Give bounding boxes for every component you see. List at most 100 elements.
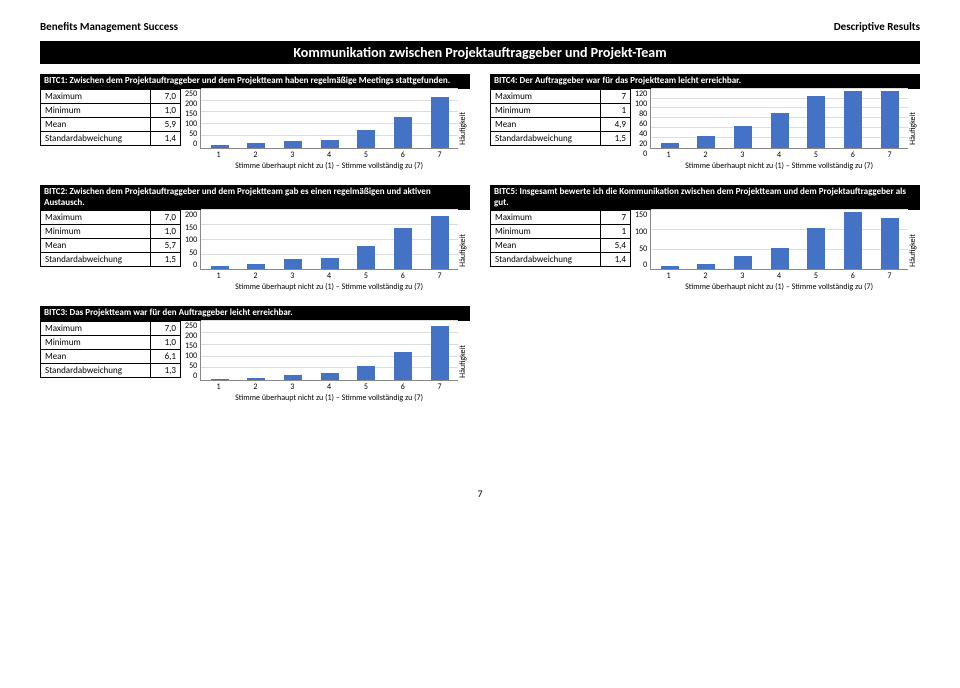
- x-title: Stimme überhaupt nicht zu (1) – Stimme v…: [200, 393, 458, 403]
- bars-row: [650, 89, 908, 149]
- x-tick: 1: [217, 271, 221, 281]
- x-tick: 1: [667, 150, 671, 160]
- y-tick: 200: [185, 99, 197, 109]
- bars-row: [200, 321, 458, 381]
- y-axis: 120100806040200: [635, 89, 650, 149]
- bar: [211, 145, 229, 147]
- bar: [394, 228, 412, 269]
- x-tick: 2: [253, 382, 257, 392]
- x-labels: 1234567: [200, 271, 458, 281]
- stat-value: 1: [601, 225, 631, 239]
- bar: [697, 136, 715, 148]
- bar: [771, 113, 789, 147]
- x-tick: 7: [888, 271, 892, 281]
- bar: [807, 96, 825, 148]
- table-row: Maximum7,0: [41, 211, 181, 225]
- bar: [807, 228, 825, 269]
- bar: [394, 352, 412, 380]
- stat-label: Minimum: [491, 103, 601, 117]
- panel-title: BITC3: Das Projektteam war für den Auftr…: [40, 306, 470, 321]
- stat-value: 1,0: [151, 103, 181, 117]
- x-tick: 5: [364, 271, 368, 281]
- x-tick: 1: [217, 150, 221, 160]
- panel-body: Maximum7,0Minimum1,0Mean6,1Standardabwei…: [40, 321, 470, 401]
- table-row: Minimum1,0: [41, 336, 181, 350]
- x-tick: 7: [438, 150, 442, 160]
- y-tick: 0: [643, 149, 647, 159]
- y-tick: 250: [185, 321, 197, 331]
- stat-label: Mean: [491, 239, 601, 253]
- chart-area: 1234567Stimme überhaupt nicht zu (1) – S…: [650, 210, 908, 290]
- x-tick: 3: [740, 271, 744, 281]
- bar: [844, 212, 862, 269]
- x-tick: 4: [327, 150, 331, 160]
- y-tick: 150: [185, 109, 197, 119]
- table-row: Standardabweichung1,5: [41, 253, 181, 267]
- table-row: Mean6,1: [41, 350, 181, 364]
- bar: [357, 246, 375, 270]
- stats-table: Maximum7Minimum1Mean5,4Standardabweichun…: [490, 210, 631, 267]
- bar: [697, 264, 715, 270]
- bar: [734, 126, 752, 148]
- table-row: Standardabweichung1,3: [41, 364, 181, 378]
- stat-label: Maximum: [41, 211, 151, 225]
- chart: 1201008060402001234567Stimme überhaupt n…: [635, 89, 920, 169]
- y-axis: 250200150100500: [185, 89, 200, 149]
- bar: [211, 266, 229, 269]
- header-right: Descriptive Results: [834, 20, 920, 33]
- panels-grid: BITC1: Zwischen dem Projektauftraggeber …: [40, 74, 920, 407]
- y-tick: 150: [635, 210, 647, 220]
- table-row: Maximum7,0: [41, 89, 181, 103]
- bar: [881, 91, 899, 148]
- bar: [394, 117, 412, 148]
- y-tick: 150: [185, 341, 197, 351]
- panel-body: Maximum7Minimum1Mean4,9Standardabweichun…: [490, 89, 920, 169]
- y-tick: 200: [185, 331, 197, 341]
- y-tick: 80: [639, 109, 647, 119]
- stat-label: Maximum: [41, 89, 151, 103]
- table-row: Standardabweichung1,5: [491, 131, 631, 145]
- x-tick: 7: [438, 271, 442, 281]
- stat-value: 6,1: [151, 350, 181, 364]
- stat-value: 1,5: [151, 253, 181, 267]
- stat-label: Minimum: [41, 103, 151, 117]
- bar: [661, 143, 679, 148]
- stats-table: Maximum7,0Minimum1,0Mean5,7Standardabwei…: [40, 210, 181, 267]
- stat-label: Maximum: [491, 211, 601, 225]
- bar: [357, 130, 375, 148]
- y-axis: 200150100500: [185, 210, 200, 270]
- stat-label: Minimum: [41, 225, 151, 239]
- bar: [881, 218, 899, 269]
- x-tick: 7: [888, 150, 892, 160]
- x-tick: 2: [703, 271, 707, 281]
- bars-row: [650, 210, 908, 270]
- panel-bitc1: BITC1: Zwischen dem Projektauftraggeber …: [40, 74, 470, 169]
- x-tick: 1: [217, 382, 221, 392]
- table-row: Minimum1: [491, 225, 631, 239]
- y-axis: 150100500: [635, 210, 650, 270]
- bar: [357, 366, 375, 380]
- bar: [247, 378, 265, 380]
- bar: [321, 258, 339, 270]
- chart: 2502001501005001234567Stimme überhaupt n…: [185, 321, 470, 401]
- stat-label: Maximum: [41, 322, 151, 336]
- panel-bitc3: BITC3: Das Projektteam war für den Auftr…: [40, 306, 470, 401]
- y-tick: 20: [639, 139, 647, 149]
- x-tick: 6: [401, 382, 405, 392]
- x-tick: 4: [327, 382, 331, 392]
- x-tick: 1: [667, 271, 671, 281]
- x-labels: 1234567: [650, 150, 908, 160]
- table-row: Standardabweichung1,4: [41, 131, 181, 145]
- stat-label: Maximum: [491, 89, 601, 103]
- y-tick: 50: [189, 129, 197, 139]
- x-tick: 4: [777, 271, 781, 281]
- bar: [431, 216, 449, 269]
- bar: [321, 373, 339, 380]
- bars-row: [200, 89, 458, 149]
- y-tick: 100: [635, 99, 647, 109]
- chart: 1501005001234567Stimme überhaupt nicht z…: [635, 210, 920, 290]
- x-tick: 6: [401, 271, 405, 281]
- stats-table: Maximum7Minimum1Mean4,9Standardabweichun…: [490, 89, 631, 146]
- gridlines: [201, 321, 458, 380]
- stat-label: Mean: [41, 117, 151, 131]
